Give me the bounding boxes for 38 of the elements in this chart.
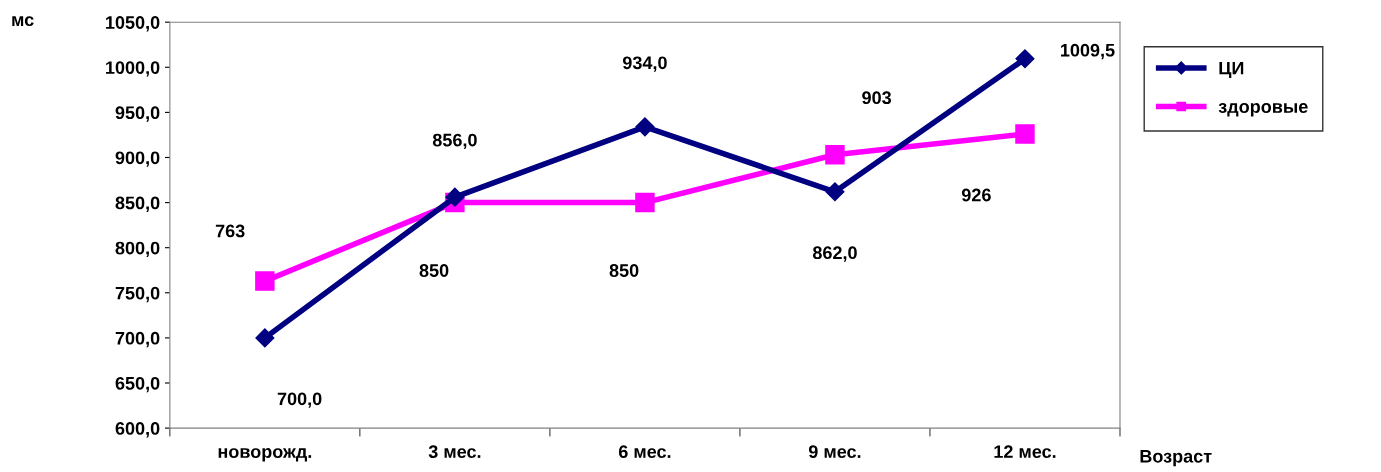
y-tick-label: 600,0 [115,422,160,438]
y-tick-label: 950,0 [115,106,160,122]
y-tick-label: 700,0 [115,331,160,348]
y-tick-label: 650,0 [115,376,160,393]
y-tick-label: 1050,0 [106,16,160,32]
x-tick-label: 12 мес. [994,445,1056,459]
data-label: 903 [862,91,892,105]
point [825,182,845,202]
point [635,117,655,137]
y-axis-title: мс [12,16,34,27]
point [825,145,845,165]
data-label: 850 [609,264,639,277]
y-tick-label: 900,0 [115,151,160,167]
y-tick-label: 1000,0 [106,61,160,77]
y-tick-label: 800,0 [115,241,160,258]
data-label: 926 [961,188,991,202]
data-label: 862,0 [812,246,857,262]
x-axis-title: Возраст [1140,450,1212,467]
data-label: 934,0 [622,56,667,72]
point [1015,124,1035,144]
point [445,187,465,207]
data-label: 1009,5 [1061,43,1115,60]
data-label: 763 [215,224,245,238]
legend-label: здоровые [1218,103,1308,117]
x-tick-label: 9 мес. [808,445,861,459]
point [1015,49,1035,69]
point [255,328,275,348]
x-tick-label: новорожд. [218,448,312,462]
y-tick-label: 750,0 [115,286,160,303]
x-tick-label: 6 мес. [618,445,671,459]
data-label: 856,0 [432,133,477,150]
point [255,271,275,291]
point [635,192,655,213]
data-label: 700,0 [277,392,322,408]
y-tick-label: 850,0 [115,196,160,212]
legend-label: ЦИ [1219,61,1244,78]
data-label: 850 [419,264,449,277]
x-tick-label: 3 мес. [428,445,481,459]
